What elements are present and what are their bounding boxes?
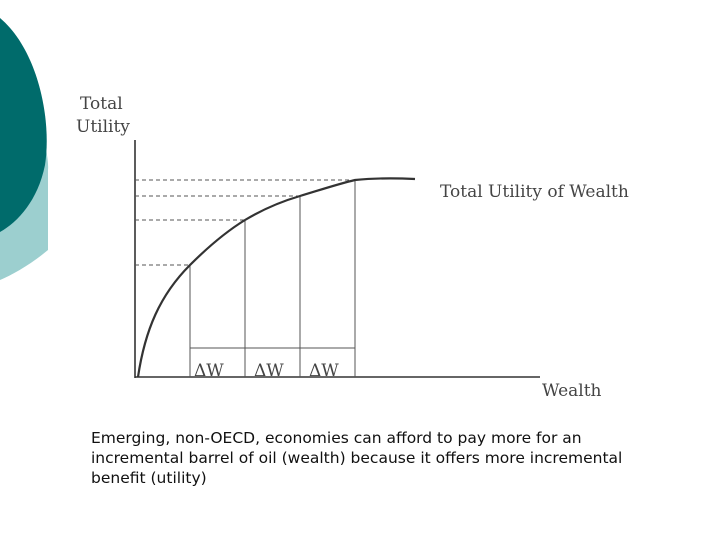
horizontal-guides: [135, 179, 355, 266]
caption-text: Emerging, non-OECD, economies can afford…: [91, 429, 623, 487]
utility-curve: [136, 177, 416, 378]
delta-label-3: ΔW: [309, 361, 339, 381]
x-axis-label: Wealth: [542, 381, 602, 401]
vertical-guides: [189, 180, 356, 377]
y-axis-label-line1: Total: [80, 94, 123, 114]
utility-diagram: Total Utility Total Utility of Wealth We…: [76, 94, 629, 401]
y-axis-label-line2: Utility: [76, 117, 130, 137]
decorative-corner-shapes: [0, 18, 49, 280]
dark-teal-shape: [0, 18, 47, 232]
delta-label-2: ΔW: [254, 361, 284, 381]
delta-label-1: ΔW: [194, 361, 224, 381]
curve-label: Total Utility of Wealth: [440, 182, 629, 202]
